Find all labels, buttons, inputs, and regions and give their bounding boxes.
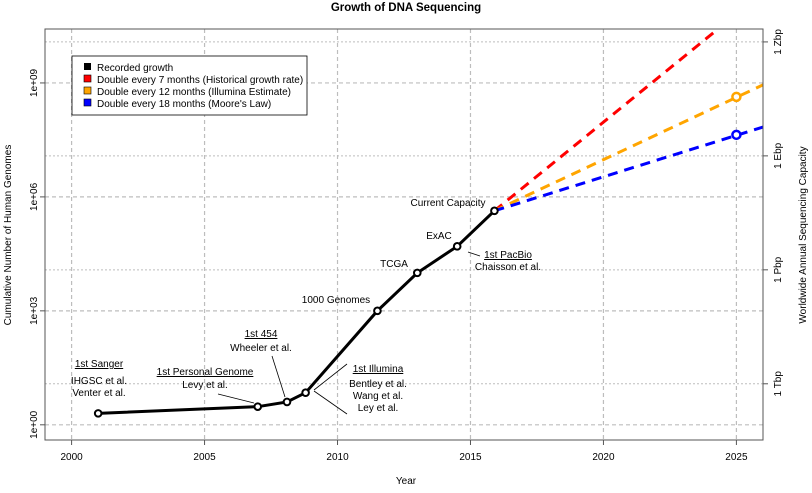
projection-point [731, 91, 742, 103]
y-tick-label: 1e+03 [29, 296, 40, 325]
y-tick-label: 1e+00 [29, 410, 40, 439]
x-tick-label: 2010 [326, 452, 349, 463]
projection-line [493, 83, 763, 213]
annotation-personal-title: 1st Personal Genome [157, 367, 254, 378]
annotation-tcga: TCGA [380, 259, 408, 270]
x-tick-label: 2000 [60, 452, 83, 463]
recorded-point [253, 402, 263, 411]
x-axis-label: Year [396, 476, 417, 487]
annotation-illumina-ref: Bentley et al. [349, 379, 407, 390]
annotation-leader [313, 363, 348, 391]
projection-line [493, 125, 763, 213]
annotations: 1st Sanger IHGSC et al. Venter et al. 1s… [71, 198, 541, 415]
annotation-1000-genomes: 1000 Genomes [302, 295, 370, 306]
annotation-pacbio-title: 1st PacBio [484, 250, 532, 261]
annotation-illumina-title: 1st Illumina [353, 364, 404, 375]
chart-title: Growth of DNA Sequencing [331, 2, 481, 14]
annotation-sanger-title: 1st Sanger [75, 359, 124, 370]
y-tick-label: 1e+09 [29, 68, 40, 97]
recorded-point [490, 206, 499, 216]
legend-swatch-blue [83, 98, 92, 107]
y-right-tick-label: 1 Tbp [773, 371, 784, 397]
y-right-tick-label: 1 Ebp [773, 142, 784, 169]
y-right-tick-label: 1 Zbp [773, 29, 784, 55]
legend-box [71, 55, 308, 116]
annotation-454-title: 1st 454 [245, 329, 278, 340]
annotation-pacbio-ref: Chaisson et al. [475, 262, 541, 273]
x-tick-label: 2015 [459, 452, 482, 463]
recorded-point [93, 409, 103, 418]
y-right-tick-label: 1 Pbp [773, 256, 784, 283]
projection-point [731, 129, 742, 141]
annotation-leader [217, 393, 255, 404]
annotation-personal-ref: Levy et al. [182, 380, 228, 391]
legend-label: Double every 18 months (Moore's Law) [97, 99, 271, 110]
annotation-leader [467, 251, 481, 257]
series-group [93, 29, 763, 418]
projection-line [493, 29, 719, 212]
recorded-point [412, 268, 422, 278]
annotation-illumina-ref: Ley et al. [358, 403, 399, 414]
recorded-point [282, 397, 292, 407]
recorded-point [373, 306, 382, 316]
recorded-point [301, 388, 310, 398]
legend-swatch-orange [83, 86, 92, 95]
axes: 2000 2005 2010 2015 2020 2025 1e+00 1e+03 1e+06 1… [29, 29, 784, 463]
annotation-leader [313, 390, 348, 415]
recorded-point [452, 242, 462, 251]
annotation-454-ref: Wheeler et al. [230, 343, 292, 354]
y-axis-label: Cumulative Number of Human Genomes [3, 145, 14, 326]
legend-swatch-red [83, 74, 92, 83]
legend-label: Recorded growth [97, 63, 173, 74]
annotation-exac: ExAC [426, 231, 452, 242]
annotation-illumina-ref: Wang et al. [353, 391, 403, 402]
legend: Recorded growth Double every 7 months (H… [71, 55, 308, 116]
x-tick-label: 2025 [725, 452, 748, 463]
y-right-axis-label: Worldwide Annual Sequencing Capacity [798, 146, 809, 323]
annotation-current-capacity: Current Capacity [410, 198, 485, 209]
x-tick-label: 2020 [592, 452, 615, 463]
annotation-leader [271, 355, 286, 398]
annotation-sanger-ref: IHGSC et al. [71, 376, 127, 387]
legend-label: Double every 7 months (Historical growth… [97, 75, 303, 86]
legend-label: Double every 12 months (Illumina Estimat… [97, 87, 291, 98]
y-tick-label: 1e+06 [29, 182, 40, 211]
annotation-sanger-ref: Venter et al. [72, 388, 125, 399]
plot-frame [44, 28, 764, 441]
recorded-growth-line [98, 209, 496, 415]
legend-swatch-black [84, 63, 91, 70]
x-tick-label: 2005 [193, 452, 216, 463]
